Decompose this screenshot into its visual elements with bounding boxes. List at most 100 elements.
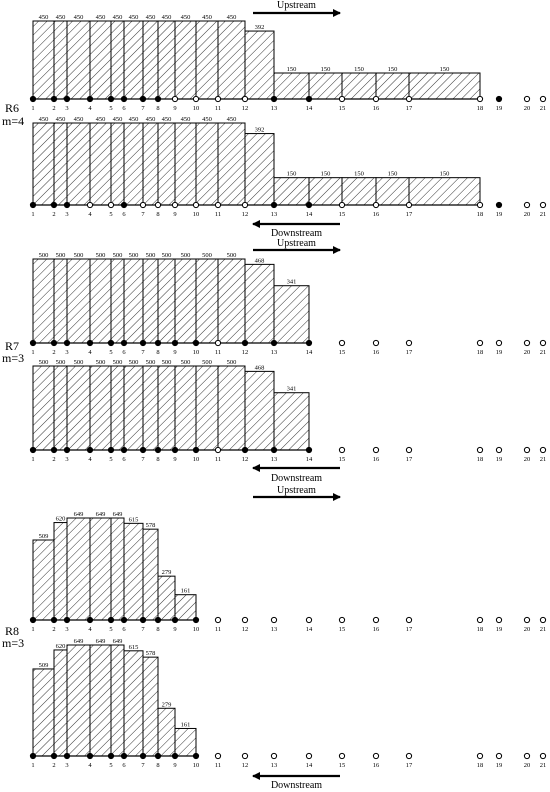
open-node-icon (214, 446, 222, 454)
node-number: 2 (52, 349, 55, 356)
open-node-icon (372, 446, 380, 454)
open-node-icon (241, 752, 249, 760)
node-number: 12 (242, 626, 249, 633)
bar (142, 122, 159, 206)
bar (217, 258, 246, 344)
open-node-icon (241, 95, 249, 103)
bar (195, 122, 219, 206)
open-node-icon (241, 201, 249, 209)
node-number: 12 (242, 349, 249, 356)
filled-node-icon (50, 446, 58, 454)
bar (157, 20, 176, 100)
node-number: 8 (156, 349, 159, 356)
node-number: 7 (141, 626, 145, 633)
node-number: 21 (540, 105, 547, 112)
bar (66, 517, 91, 621)
filled-node-icon (107, 752, 115, 760)
bar (273, 177, 310, 206)
node-number: 11 (215, 349, 221, 356)
filled-node-icon (29, 616, 37, 624)
filled-node-icon (86, 616, 94, 624)
node-number: 18 (477, 211, 484, 218)
bar-value-label: 500 (129, 252, 139, 259)
bar-value-label: 450 (227, 116, 237, 123)
bar-value-label: 509 (39, 662, 49, 669)
node-number: 5 (109, 211, 112, 218)
open-node-icon (539, 616, 547, 624)
bar-value-label: 450 (113, 14, 123, 21)
node-number: 3 (65, 349, 68, 356)
node-number: 1 (31, 105, 34, 112)
bar-value-label: 500 (56, 359, 66, 366)
bar-value-label: 279 (162, 569, 172, 576)
panel-label-r8: R8 (5, 624, 19, 638)
node-number: 20 (524, 211, 531, 218)
filled-node-icon (192, 752, 200, 760)
open-node-icon (523, 201, 531, 209)
node-number: 6 (122, 456, 126, 463)
bar-value-label: 500 (181, 359, 191, 366)
bar (142, 656, 159, 757)
filled-node-icon (50, 616, 58, 624)
bar-value-label: 450 (202, 14, 212, 21)
filled-node-icon (171, 616, 179, 624)
open-node-icon (86, 201, 94, 209)
panel-m-label-r8: m=3 (2, 636, 24, 650)
open-node-icon (495, 616, 503, 624)
bar-value-label: 649 (74, 638, 84, 645)
node-number: 17 (406, 456, 413, 463)
node-number: 10 (193, 211, 200, 218)
open-node-icon (405, 616, 413, 624)
bar-value-label: 500 (162, 252, 172, 259)
node-number: 7 (141, 456, 145, 463)
node-number: 17 (406, 211, 413, 218)
filled-node-icon (86, 95, 94, 103)
bar (89, 644, 112, 757)
filled-node-icon (241, 446, 249, 454)
filled-node-icon (171, 446, 179, 454)
open-node-icon (305, 616, 313, 624)
bar (174, 122, 197, 206)
open-node-icon (338, 95, 346, 103)
node-number: 2 (52, 456, 55, 463)
bar-value-label: 450 (96, 116, 106, 123)
node-number: 6 (122, 211, 126, 218)
filled-node-icon (270, 446, 278, 454)
node-number: 1 (31, 626, 34, 633)
node-number: 2 (52, 105, 55, 112)
bar-value-label: 500 (227, 359, 237, 366)
panel-label-r6: R6 (5, 101, 19, 115)
open-node-icon (523, 752, 531, 760)
node-number: 19 (496, 349, 503, 356)
node-number: 18 (477, 105, 484, 112)
filled-node-icon (29, 339, 37, 347)
bar (32, 258, 55, 344)
node-number: 4 (88, 456, 92, 463)
filled-node-icon (192, 616, 200, 624)
bar (142, 20, 159, 100)
filled-node-icon (107, 446, 115, 454)
filled-node-icon (241, 339, 249, 347)
node-number: 13 (271, 626, 278, 633)
bar-value-label: 578 (146, 650, 156, 657)
filled-node-icon (120, 446, 128, 454)
filled-node-icon (270, 339, 278, 347)
bar (157, 575, 176, 621)
open-node-icon (214, 339, 222, 347)
filled-node-icon (305, 201, 313, 209)
open-node-icon (405, 339, 413, 347)
node-number: 12 (242, 105, 249, 112)
node-number: 6 (122, 349, 126, 356)
direction-label: Upstream (277, 0, 316, 11)
open-node-icon (214, 752, 222, 760)
node-number: 20 (524, 456, 531, 463)
bar-value-label: 500 (146, 252, 156, 259)
direction-label: Upstream (277, 485, 316, 496)
bar (142, 365, 159, 451)
bar (110, 20, 125, 100)
filled-node-icon (63, 95, 71, 103)
bar (174, 258, 197, 344)
node-number: 9 (173, 349, 176, 356)
